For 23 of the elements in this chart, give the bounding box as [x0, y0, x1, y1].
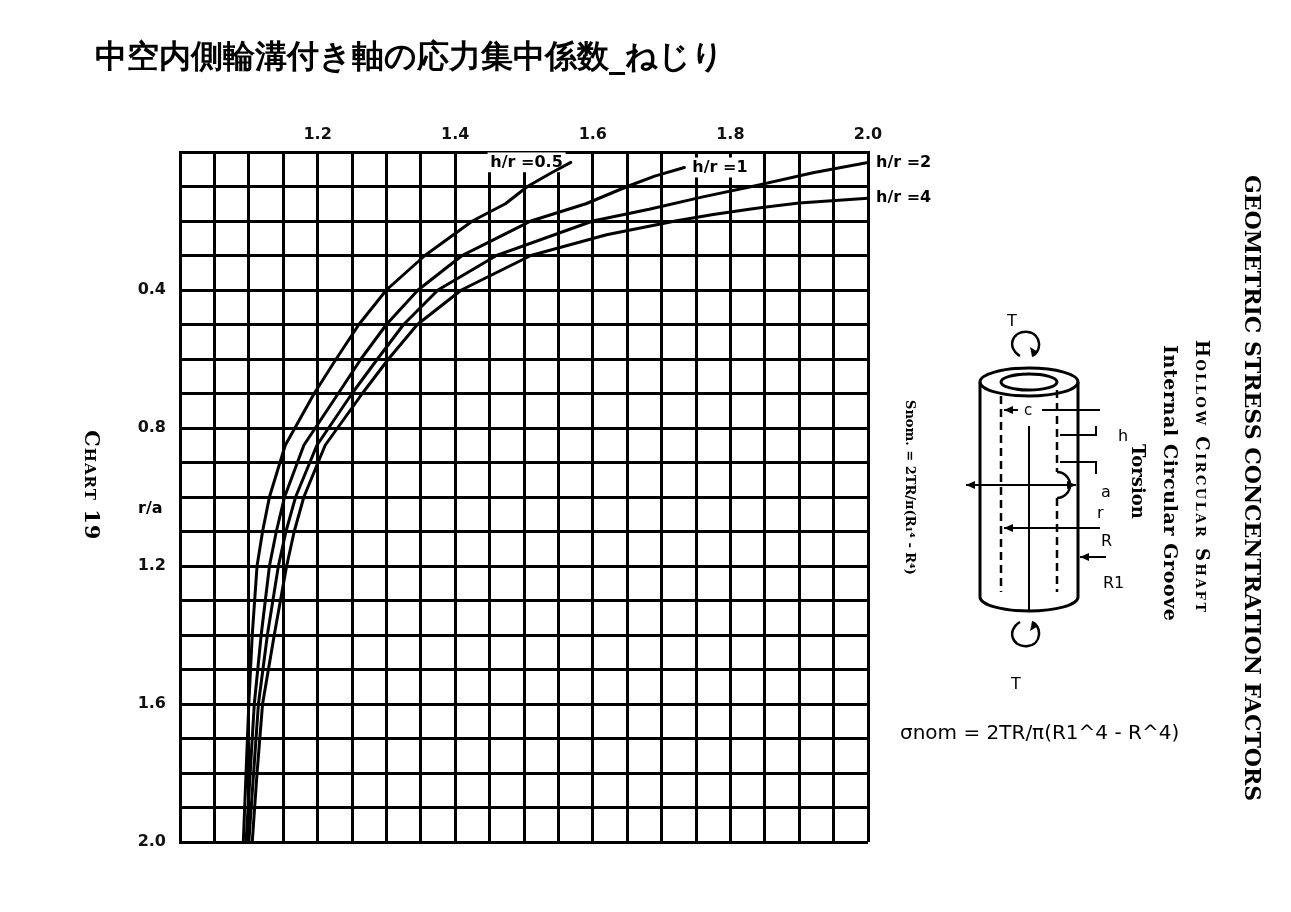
series-label: h/r =4: [876, 187, 932, 207]
x-tick-label: 2.0: [853, 123, 883, 143]
x-tick-label: 1.6: [578, 123, 607, 143]
y-tick-label: 1.6: [137, 693, 166, 713]
text: GEOMETRIC STRESS CONCENTRATION FACTORS: [1240, 175, 1266, 802]
text: Torsion: [1128, 444, 1149, 519]
y-tick-label: 2.0: [137, 831, 166, 851]
y-axis-title: r/a: [138, 498, 163, 517]
x-tick-label: 1.8: [716, 123, 745, 143]
text: Internal Circular Groove: [1160, 345, 1182, 622]
series-label: h/r =0.5: [490, 151, 563, 171]
y-tick-label: 0.8: [137, 417, 166, 437]
series-label: h/r =1: [692, 156, 748, 176]
caption: Chart 19: [80, 430, 105, 541]
y-tick-label: 0.4: [137, 279, 166, 299]
x-tick-label: 1.4: [441, 123, 470, 143]
chart-title: 中空内側輪溝付き軸の応力集中係数_ねじり: [95, 37, 724, 75]
text: σnom = 2TR/π(R1^4 - R^4): [900, 720, 1180, 744]
x-tick-label: 1.2: [303, 123, 332, 143]
text: Hollow Circular Shaft: [1192, 340, 1213, 615]
y-tick-label: 1.2: [137, 555, 166, 575]
series-label: h/r =2: [876, 151, 932, 171]
text: Snom. = 2TR/π(R₁⁴ - R⁴): [903, 400, 918, 575]
